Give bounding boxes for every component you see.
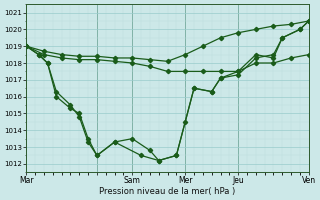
X-axis label: Pression niveau de la mer( hPa ): Pression niveau de la mer( hPa )	[100, 187, 236, 196]
